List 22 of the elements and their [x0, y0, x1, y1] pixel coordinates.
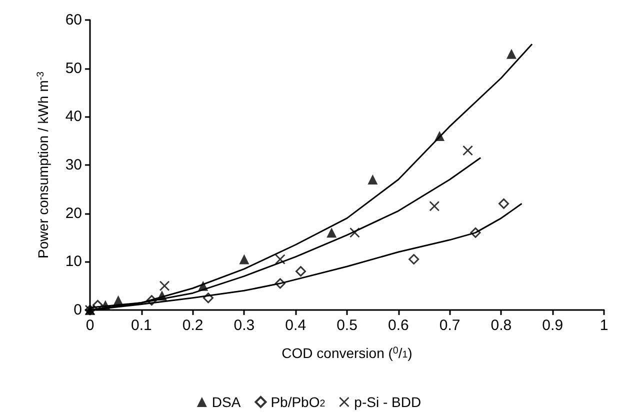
y-tick-label: 60 — [65, 12, 82, 28]
x-tick-label: 0.6 — [388, 317, 409, 334]
x-tick-label: 0.2 — [182, 317, 204, 334]
legend-label: Pb/PbO2 — [270, 394, 326, 410]
y-tick-label: 10 — [65, 253, 82, 270]
y-tick-label: 30 — [65, 156, 82, 174]
x-tick-label: 0.7 — [439, 317, 460, 334]
y-tick-label: 20 — [65, 204, 82, 222]
x-tick-label: 0.5 — [336, 317, 358, 334]
legend-label: p-Si - BDD — [354, 394, 422, 410]
x-tick-label: 1 — [600, 317, 608, 334]
legend-label: DSA — [212, 394, 242, 410]
y-axis-title: Power consumption / kWh m-3 — [35, 71, 51, 258]
x-tick-label: 0.4 — [285, 317, 306, 334]
y-tick-label: 40 — [65, 108, 82, 126]
x-tick-label: 0.1 — [130, 317, 152, 334]
y-tick-label: 50 — [65, 60, 82, 77]
y-tick-label: 0 — [74, 302, 82, 318]
x-tick-label: 0.8 — [490, 317, 512, 334]
x-tick-label: 0.9 — [542, 317, 564, 334]
x-tick-label: 0.3 — [234, 317, 255, 334]
x-tick-label: 0 — [86, 317, 94, 334]
